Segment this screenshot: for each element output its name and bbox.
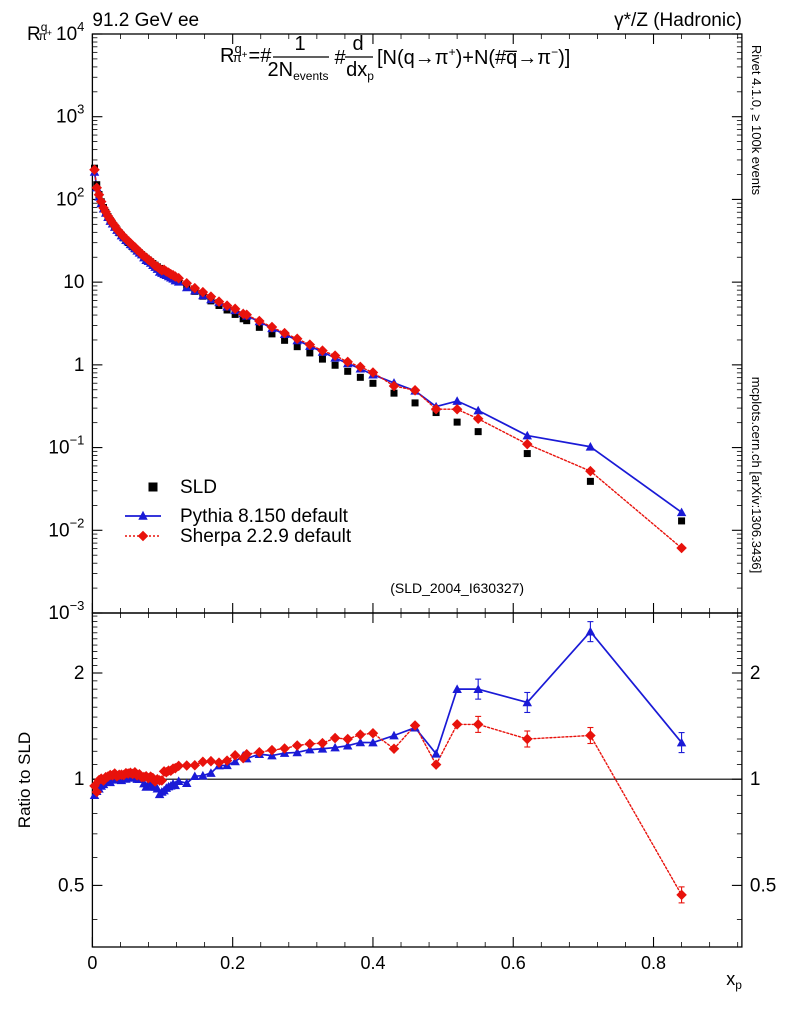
svg-text:1: 1: [74, 355, 85, 376]
svg-text:0.4: 0.4: [360, 953, 385, 973]
svg-text:(SLD_2004_I630327): (SLD_2004_I630327): [390, 580, 524, 596]
svg-text:10: 10: [63, 272, 84, 293]
svg-text:d: d: [352, 33, 363, 55]
svg-text:Pythia 8.150 default: Pythia 8.150 default: [180, 506, 349, 527]
svg-text:0.5: 0.5: [58, 875, 84, 896]
svg-text:#: #: [334, 47, 346, 69]
svg-text:2: 2: [750, 663, 761, 684]
svg-text:1: 1: [294, 33, 305, 55]
svg-text:2: 2: [74, 663, 85, 684]
svg-text:1: 1: [750, 769, 761, 790]
svg-text:Sherpa 2.2.9 default: Sherpa 2.2.9 default: [180, 526, 352, 547]
svg-text:Rivet 4.1.0, ≥ 100k events: Rivet 4.1.0, ≥ 100k events: [749, 45, 764, 196]
svg-text:91.2 GeV ee: 91.2 GeV ee: [92, 10, 199, 31]
svg-text:0.8: 0.8: [641, 953, 666, 973]
svg-text:0.6: 0.6: [501, 953, 526, 973]
svg-text:γ*/Z (Hadronic): γ*/Z (Hadronic): [614, 10, 742, 31]
svg-text:0: 0: [87, 953, 97, 973]
svg-text:SLD: SLD: [180, 477, 217, 498]
svg-text:0.2: 0.2: [220, 953, 245, 973]
svg-text:1: 1: [74, 769, 85, 790]
svg-text:mcplots.cern.ch [arXiv:1306.34: mcplots.cern.ch [arXiv:1306.3436]: [749, 377, 764, 574]
svg-text:Ratio to SLD: Ratio to SLD: [15, 732, 34, 828]
svg-text:[N(q→π+)+N(#q̅→π−)]: [N(q→π+)+N(#q̅→π−)]: [377, 45, 570, 69]
svg-text:0.5: 0.5: [750, 875, 776, 896]
